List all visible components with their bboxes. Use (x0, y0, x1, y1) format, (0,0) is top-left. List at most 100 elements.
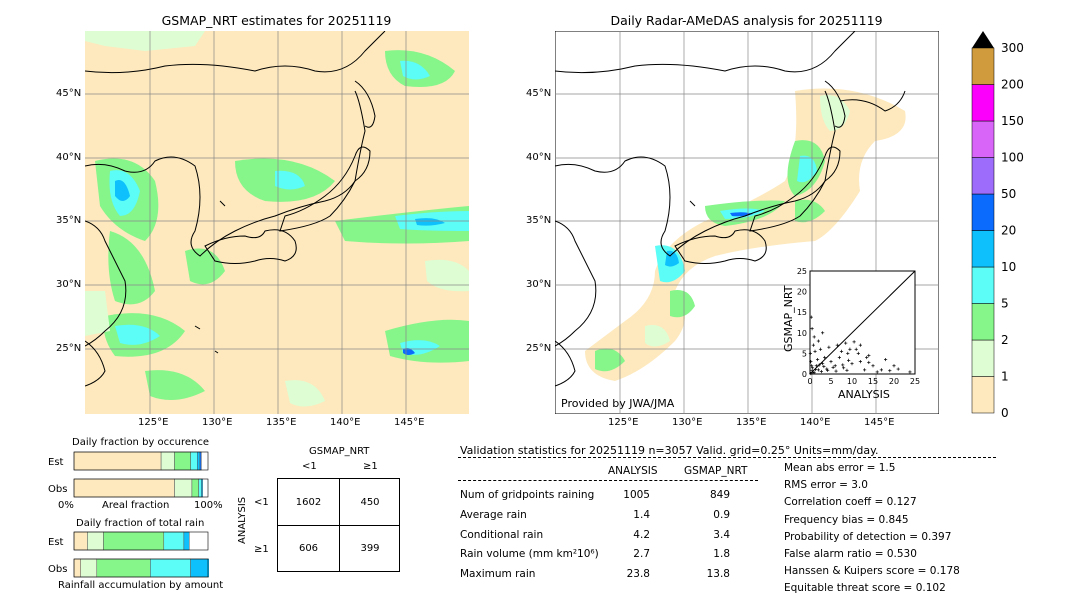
scatter-point (845, 368, 849, 372)
scatter-point (844, 341, 848, 345)
cont-col-lt1: <1 (302, 461, 317, 472)
scatter-ytick: 25 (797, 267, 807, 276)
cont-cell-d: 399 (360, 543, 380, 554)
right-map-title: Daily Radar-AMeDAS analysis for 20251119 (610, 13, 883, 28)
scatter-point (809, 371, 813, 376)
right-lat-40: 40°N (526, 152, 552, 163)
score-1: RMS error = 3.0 (784, 479, 868, 491)
scatter-xlabel: ANALYSIS (838, 388, 890, 401)
score-0: Mean abs error = 1.5 (784, 462, 896, 474)
cont-row-title: ANALYSIS (237, 496, 248, 544)
scatter-xtick: 10 (847, 377, 857, 386)
scatter-point (884, 357, 888, 362)
row-gsmap-0: 849 (709, 489, 730, 501)
scatter-point (847, 358, 851, 363)
right-rain-patches (585, 88, 906, 381)
stack-segment (103, 531, 165, 551)
scatter-marks (808, 270, 916, 376)
row-label-3: Rain volume (mm km²10⁶) (460, 548, 599, 560)
score-7: Equitable threat score = 0.102 (784, 582, 946, 594)
scatter-point (817, 363, 821, 367)
rain-xlabel: Rainfall accumulation by amount (58, 580, 224, 591)
colorbar-box (971, 84, 995, 122)
row-gsmap-3: 1.8 (713, 548, 730, 560)
stack-segment (96, 558, 151, 578)
scatter-point (835, 343, 839, 347)
score-5: False alarm ratio = 0.530 (784, 548, 917, 560)
row-gsmap-1: 0.9 (713, 509, 730, 521)
left-lon-140: 140°E (330, 417, 361, 428)
colorbar-label: 300 (1001, 41, 1024, 55)
occ-xlabel: Areal fraction (102, 500, 170, 511)
scatter-point (831, 365, 835, 370)
rain-cat-est: Est (48, 537, 64, 548)
scatter-point (834, 369, 838, 373)
row-label-4: Maximum rain (460, 568, 536, 580)
scatter-xtick: 20 (889, 377, 899, 386)
scatter-xtick: 25 (910, 377, 920, 386)
scatter-point (813, 367, 818, 372)
colorbar-box (971, 230, 995, 268)
colorbar-arrow (972, 31, 994, 48)
scatter-point (829, 360, 833, 364)
scatter-ytick: 10 (797, 329, 807, 338)
stack-segment (150, 558, 191, 578)
right-lon-130: 130°E (672, 417, 703, 428)
left-rain-patches (85, 31, 469, 407)
stack-outline (73, 451, 209, 471)
right-lat-35: 35°N (526, 215, 552, 226)
scatter-xtick: 0 (807, 377, 812, 386)
scatter-point (821, 331, 825, 335)
left-lat-35: 35°N (56, 215, 82, 226)
occ-bars (73, 451, 209, 498)
stack-segment (197, 451, 201, 471)
left-gridlines (85, 31, 469, 414)
scatter-point (815, 357, 820, 362)
stack-segment (198, 478, 202, 498)
rain-title: Daily fraction of total rain (76, 518, 205, 529)
stack-segment (163, 531, 185, 551)
row-label-0: Num of gridpoints raining (460, 489, 595, 501)
scatter-point (811, 343, 815, 347)
right-coastlines (555, 31, 906, 387)
colorbar-boxes (971, 47, 995, 414)
scatter-point (896, 367, 900, 371)
stack-segment (201, 478, 203, 498)
scatter-point (850, 362, 854, 366)
stack-outline (73, 531, 209, 551)
occ-x-max: 100% (194, 500, 223, 511)
scatter-point (867, 353, 871, 358)
row-analysis-0: 1005 (623, 489, 650, 501)
stack-segment (87, 531, 104, 551)
colorbar-box (971, 120, 995, 158)
scatter-ytick: 5 (802, 349, 807, 358)
scatter-xtick: 5 (828, 377, 833, 386)
left-lon-125: 125°E (138, 417, 169, 428)
occ-marks (73, 451, 209, 498)
row-analysis-2: 4.2 (633, 529, 650, 541)
colorbar-box (971, 339, 995, 377)
row-gsmap-4: 13.8 (706, 568, 730, 580)
stack-segment (73, 451, 162, 471)
scatter-point (888, 369, 892, 373)
right-lat-45: 45°N (526, 88, 552, 99)
stack-segment (160, 451, 175, 471)
stack-segment (73, 531, 88, 551)
stack-segment (73, 478, 175, 498)
stack-segment (190, 558, 209, 578)
cont-cell-c: 606 (298, 543, 319, 554)
scatter-point (875, 370, 879, 374)
scatter-point (892, 364, 896, 368)
col-gsmap: GSMAP_NRT (684, 465, 748, 477)
scatter-point (837, 355, 841, 360)
score-3: Frequency bias = 0.845 (784, 514, 909, 526)
left-lon-145: 145°E (394, 417, 425, 428)
rain-bars (73, 531, 209, 578)
stack-segment (174, 451, 191, 471)
stack-segment (73, 558, 81, 578)
scatter-point (822, 364, 826, 369)
colorbar-label: 50 (1001, 187, 1016, 201)
scatter-point (812, 335, 816, 339)
scatter-point (858, 343, 862, 347)
right-lat-25: 25°N (526, 343, 552, 354)
